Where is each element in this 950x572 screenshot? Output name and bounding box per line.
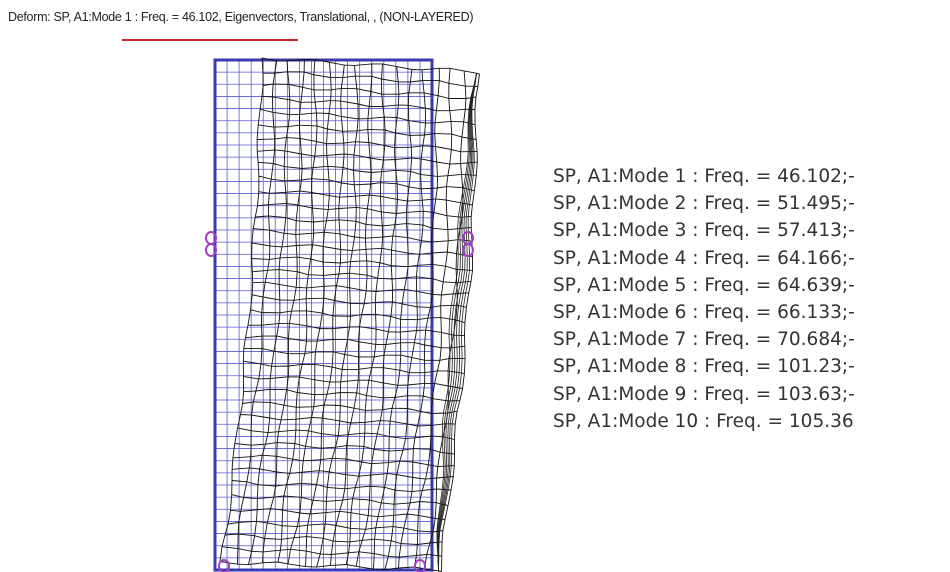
undeformed-mesh (215, 60, 432, 570)
mode-item: SP, A1:Mode 2 : Freq. = 51.495;- (553, 190, 855, 217)
mode-item: SP, A1:Mode 1 : Freq. = 46.102;- (553, 163, 855, 190)
mode-item: SP, A1:Mode 3 : Freq. = 57.413;- (553, 217, 855, 244)
mode-item: SP, A1:Mode 5 : Freq. = 64.639;- (553, 272, 855, 299)
mode-list: SP, A1:Mode 1 : Freq. = 46.102;-SP, A1:M… (553, 163, 855, 435)
view-header: Deform: SP, A1:Mode 1 : Freq. = 46.102, … (8, 10, 473, 24)
mode-item: SP, A1:Mode 9 : Freq. = 103.63;- (553, 381, 855, 408)
mode-item: SP, A1:Mode 10 : Freq. = 105.36 (553, 408, 855, 435)
mode-item: SP, A1:Mode 4 : Freq. = 64.166;- (553, 245, 855, 272)
mode-item: SP, A1:Mode 7 : Freq. = 70.684;- (553, 326, 855, 353)
mode-item: SP, A1:Mode 6 : Freq. = 66.133;- (553, 299, 855, 326)
mode-item: SP, A1:Mode 8 : Freq. = 101.23;- (553, 353, 855, 380)
screenshot: Deform: SP, A1:Mode 1 : Freq. = 46.102, … (0, 0, 950, 572)
